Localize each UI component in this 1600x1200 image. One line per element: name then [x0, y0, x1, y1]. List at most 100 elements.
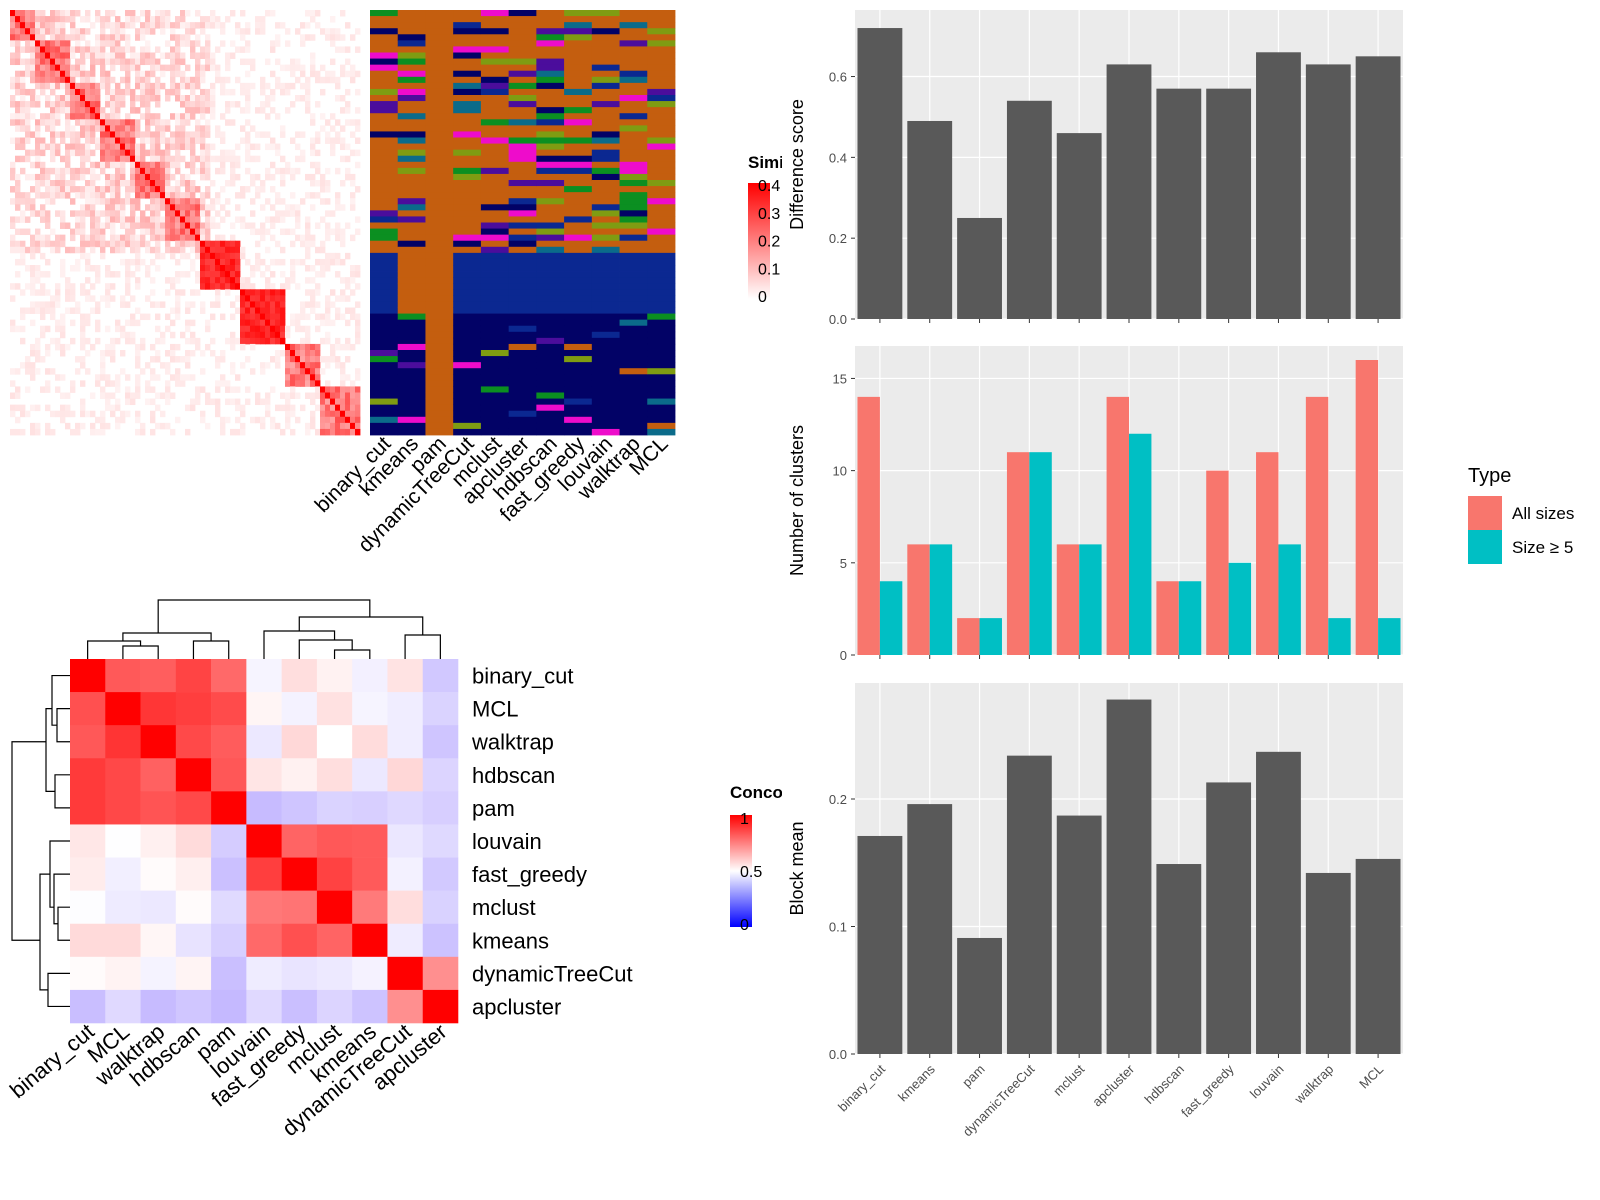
similarity-cell: [270, 416, 276, 424]
similarity-cell: [60, 192, 66, 199]
similarity-cell: [265, 392, 271, 399]
similarity-cell: [175, 58, 181, 66]
similarity-cell: [310, 192, 316, 199]
similarity-cell: [70, 88, 76, 96]
similarity-cell: [200, 350, 206, 357]
cluster-cell: [397, 368, 426, 375]
similarity-cell: [90, 173, 96, 181]
cluster-cell: [397, 107, 426, 114]
concordance-cell: [422, 923, 459, 958]
similarity-cell: [20, 216, 26, 223]
similarity-cell: [250, 64, 256, 72]
similarity-cell: [285, 228, 291, 236]
cluster-cell: [591, 240, 620, 248]
similarity-cell: [350, 76, 356, 84]
cluster-cell: [453, 58, 482, 66]
similarity-cell: [45, 82, 51, 90]
similarity-cell: [205, 204, 211, 211]
similarity-cell: [125, 131, 131, 138]
cluster-cell: [647, 228, 676, 236]
similarity-cell: [190, 350, 196, 357]
similarity-cell: [125, 10, 131, 17]
cluster-cell: [425, 22, 454, 29]
cluster-cell: [453, 313, 482, 321]
type-legend: Type All sizes Size ≥ 5: [1468, 465, 1574, 564]
cluster-cell: [370, 186, 399, 193]
cluster-cell: [425, 180, 454, 187]
cluster-cell: [425, 101, 454, 108]
similarity-cell: [285, 283, 291, 290]
similarity-cell: [135, 107, 141, 114]
similarity-cell: [25, 58, 31, 66]
x-tick-label: hdbscan: [1142, 1062, 1187, 1107]
similarity-cell: [355, 28, 361, 35]
similarity-cell: [120, 58, 126, 66]
concordance-cell: [70, 857, 106, 891]
similarity-cell: [145, 246, 151, 254]
concordance-cell: [211, 890, 247, 925]
similarity-cell: [355, 331, 361, 339]
similarity-cell: [280, 155, 286, 163]
similarity-cell: [20, 137, 26, 144]
similarity-cell: [270, 46, 276, 53]
similarity-cell: [320, 386, 326, 393]
cluster-cell: [453, 228, 482, 236]
similarity-cell: [270, 186, 276, 193]
bar: [1006, 452, 1030, 655]
similarity-cell: [115, 240, 121, 248]
cluster-cell: [397, 307, 426, 314]
similarity-cell: [95, 307, 101, 314]
similarity-cell: [240, 125, 246, 132]
concordance-row-label: walktrap: [471, 730, 554, 755]
similarity-cell: [255, 16, 261, 23]
cluster-cell: [647, 16, 676, 23]
similarity-cell: [110, 155, 116, 163]
similarity-cell: [275, 350, 281, 357]
similarity-cell: [250, 331, 256, 339]
similarity-cell: [10, 368, 16, 375]
similarity-cell: [150, 167, 156, 175]
similarity-cell: [305, 76, 311, 84]
similarity-cell: [50, 337, 56, 345]
similarity-cell: [55, 16, 61, 23]
similarity-cell: [155, 192, 161, 199]
similarity-cell: [350, 34, 356, 41]
similarity-cell: [285, 343, 291, 351]
similarity-cell: [150, 173, 156, 181]
similarity-cell: [45, 143, 51, 151]
similarity-cell: [230, 271, 236, 278]
cluster-cell: [370, 404, 399, 412]
concordance-cell: [70, 989, 106, 1024]
similarity-cell: [320, 313, 326, 321]
similarity-cell: [135, 362, 141, 369]
cluster-cell: [480, 374, 510, 381]
similarity-cell: [150, 410, 156, 418]
similarity-cell: [230, 167, 236, 175]
similarity-cell: [295, 204, 301, 211]
similarity-cell: [115, 319, 121, 327]
similarity-cell: [140, 28, 146, 35]
cluster-cell: [397, 350, 426, 357]
cluster-cell: [536, 82, 565, 90]
similarity-cell: [175, 277, 181, 284]
similarity-cell: [125, 398, 131, 406]
concordance-cell: [175, 791, 212, 825]
cluster-cell: [480, 416, 510, 424]
similarity-cell: [140, 210, 146, 217]
similarity-cell: [170, 22, 176, 29]
cluster-cell: [508, 180, 537, 187]
cluster-cell: [453, 82, 482, 90]
cluster-cell: [370, 88, 399, 96]
similarity-cell: [15, 107, 21, 114]
similarity-cell: [130, 95, 136, 102]
cluster-cell: [508, 204, 537, 211]
concordance-cell: [70, 758, 106, 792]
similarity-cell: [235, 374, 241, 381]
similarity-cell: [95, 192, 101, 199]
similarity-cell: [180, 22, 186, 29]
similarity-cell: [195, 240, 201, 248]
cluster-cell: [591, 234, 620, 242]
similarity-cell: [95, 271, 101, 278]
similarity-cell: [75, 368, 81, 375]
similarity-cell: [335, 167, 341, 175]
